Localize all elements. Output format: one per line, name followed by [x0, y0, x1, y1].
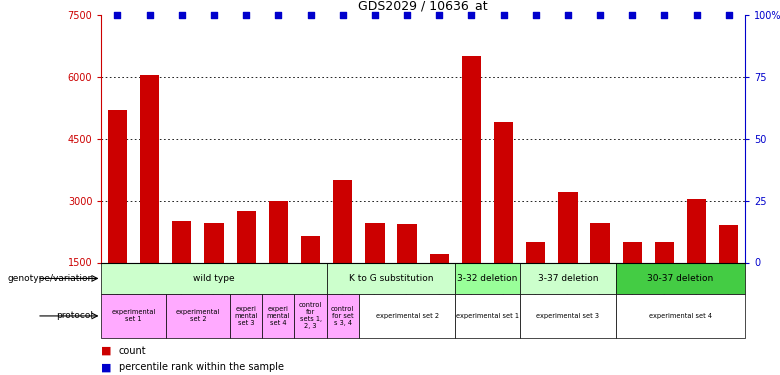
- Bar: [558, 192, 577, 324]
- Point: [176, 12, 188, 18]
- Bar: [140, 75, 159, 324]
- Text: count: count: [119, 346, 146, 355]
- Text: wild type: wild type: [193, 274, 235, 283]
- Point: [433, 12, 445, 18]
- Point: [272, 12, 285, 18]
- Bar: [101, 262, 327, 294]
- Point: [336, 12, 349, 18]
- Bar: [108, 110, 127, 324]
- Bar: [333, 180, 353, 324]
- Text: experimental
set 2: experimental set 2: [176, 309, 220, 322]
- Text: K to G substitution: K to G substitution: [349, 274, 433, 283]
- Bar: [616, 262, 745, 294]
- Text: experimental set 2: experimental set 2: [375, 313, 438, 319]
- Bar: [236, 211, 256, 324]
- Bar: [204, 224, 224, 324]
- Point: [401, 12, 413, 18]
- Title: GDS2029 / 10636_at: GDS2029 / 10636_at: [358, 0, 488, 12]
- Bar: [359, 294, 456, 338]
- Point: [207, 12, 220, 18]
- Bar: [172, 221, 192, 324]
- Bar: [268, 201, 288, 324]
- Bar: [526, 242, 545, 324]
- Bar: [519, 262, 616, 294]
- Text: 3-37 deletion: 3-37 deletion: [537, 274, 598, 283]
- Text: control
for set
s 3, 4: control for set s 3, 4: [331, 306, 354, 326]
- Text: experi
mental
set 4: experi mental set 4: [267, 306, 290, 326]
- Bar: [687, 199, 707, 324]
- Point: [562, 12, 574, 18]
- Point: [240, 12, 253, 18]
- Point: [498, 12, 510, 18]
- Bar: [519, 294, 616, 338]
- Bar: [365, 224, 385, 324]
- Point: [144, 12, 156, 18]
- Bar: [327, 262, 456, 294]
- Bar: [616, 294, 745, 338]
- Text: experimental
set 1: experimental set 1: [112, 309, 156, 322]
- Text: experimental set 1: experimental set 1: [456, 313, 519, 319]
- Point: [304, 12, 317, 18]
- Bar: [230, 294, 262, 338]
- Point: [690, 12, 703, 18]
- Text: 3-32 deletion: 3-32 deletion: [457, 274, 518, 283]
- Bar: [295, 294, 327, 338]
- Point: [465, 12, 477, 18]
- Bar: [719, 225, 739, 324]
- Point: [530, 12, 542, 18]
- Text: experimental set 3: experimental set 3: [537, 313, 600, 319]
- Point: [626, 12, 639, 18]
- Text: experimental set 4: experimental set 4: [649, 313, 712, 319]
- Text: protocol: protocol: [57, 311, 94, 320]
- Text: 30-37 deletion: 30-37 deletion: [647, 274, 714, 283]
- Text: experi
mental
set 3: experi mental set 3: [235, 306, 258, 326]
- Text: ■: ■: [101, 363, 112, 372]
- Bar: [456, 294, 519, 338]
- Bar: [462, 56, 481, 324]
- Text: percentile rank within the sample: percentile rank within the sample: [119, 363, 284, 372]
- Bar: [165, 294, 230, 338]
- Point: [658, 12, 671, 18]
- Bar: [262, 294, 295, 338]
- Bar: [301, 236, 321, 324]
- Bar: [430, 254, 449, 324]
- Bar: [622, 242, 642, 324]
- Text: ■: ■: [101, 346, 112, 355]
- Point: [722, 12, 735, 18]
- Bar: [398, 224, 417, 324]
- Point: [369, 12, 381, 18]
- Bar: [327, 294, 359, 338]
- Bar: [494, 122, 513, 324]
- Point: [112, 12, 124, 18]
- Point: [594, 12, 606, 18]
- Bar: [101, 294, 165, 338]
- Text: genotype/variation: genotype/variation: [7, 274, 94, 283]
- Bar: [456, 262, 519, 294]
- Text: control
for
sets 1,
2, 3: control for sets 1, 2, 3: [299, 302, 322, 329]
- Bar: [655, 242, 674, 324]
- Bar: [590, 224, 610, 324]
